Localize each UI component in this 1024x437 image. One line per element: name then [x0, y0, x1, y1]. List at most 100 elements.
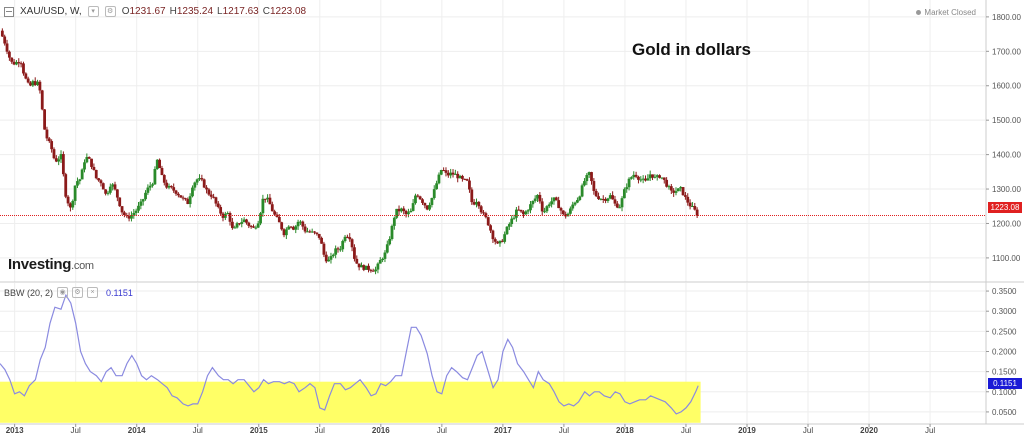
candle-body [514, 209, 518, 218]
candle-body [458, 175, 462, 179]
candle-body [36, 81, 39, 85]
candle-body [191, 187, 194, 197]
candle-body [533, 198, 537, 201]
candle-body [388, 239, 392, 245]
candle-body [444, 170, 448, 173]
candle-body [146, 187, 150, 193]
candle-body [594, 190, 598, 197]
candle-body [676, 188, 680, 192]
candle-body [277, 217, 281, 223]
candle-body [64, 174, 68, 197]
candle-body [214, 197, 218, 204]
bbw-tick-label: 0.1500 [992, 368, 1017, 377]
candle-body [205, 187, 208, 190]
candle-body [134, 210, 138, 213]
candle-body [507, 224, 511, 227]
candle-body [576, 200, 579, 203]
collapse-icon[interactable] [4, 6, 14, 17]
candle-body [174, 190, 178, 194]
candle-body [500, 240, 504, 242]
candle-body [470, 189, 474, 203]
candle-body [261, 198, 265, 214]
candle-body [130, 215, 133, 219]
candle-body [491, 230, 495, 240]
bbw-tick-label: 0.2000 [992, 347, 1017, 356]
indicator-label[interactable]: BBW (20, 2) [4, 287, 54, 298]
candle-body [176, 193, 180, 196]
candle-body [550, 201, 554, 205]
candle-body [193, 182, 197, 188]
candle-body [519, 209, 523, 212]
candle-body [184, 198, 187, 200]
candle-body [155, 159, 159, 170]
candle-body [7, 51, 11, 58]
candle-body [280, 222, 284, 230]
candle-body [47, 138, 51, 142]
ohlc-value: 1217.63 [222, 6, 259, 17]
candle-body [583, 181, 586, 186]
candle-body [691, 206, 694, 208]
bbw-highlight-band [0, 381, 701, 423]
candle-body [118, 197, 122, 207]
bbw-tick-label: 0.2500 [992, 327, 1017, 336]
candle-body [552, 197, 556, 202]
candle-body [336, 248, 340, 250]
candle-body [665, 179, 669, 187]
price-axis: 1800.00 1700.00 1600.00 1500.00 1400.00 1300.… [986, 13, 1021, 263]
candle-body [679, 187, 683, 189]
candle-body [94, 169, 98, 179]
candle-body [266, 197, 269, 200]
chart-axes [0, 0, 1024, 425]
candle-body [144, 192, 147, 200]
candle-body [230, 221, 234, 228]
eye-icon[interactable]: ◉ [57, 287, 69, 298]
candle-body [618, 207, 622, 209]
candle-body [207, 189, 211, 195]
chevron-down-icon[interactable]: ▾ [87, 6, 99, 17]
candle-body [601, 198, 605, 200]
price-tick-label: 1700.00 [992, 47, 1021, 56]
candle-body [348, 237, 352, 240]
candle-body [97, 178, 100, 181]
candle-body [573, 202, 577, 205]
candle-body [247, 222, 251, 226]
candle-body [301, 221, 305, 227]
price-pane-grid [0, 0, 985, 282]
candle-body [111, 184, 115, 187]
time-tick-label: Jul [681, 426, 691, 435]
ohlc-key: C [262, 6, 270, 17]
price-tick-label: 1200.00 [992, 219, 1021, 228]
bbw-series-line [0, 293, 699, 415]
candle-body [139, 201, 143, 206]
candle-body [299, 221, 302, 223]
close-icon[interactable]: × [87, 287, 99, 298]
bbw-tick-label: 0.0500 [992, 408, 1017, 417]
candle-body [228, 213, 232, 222]
candle-body [465, 179, 469, 181]
candle-body [273, 211, 277, 215]
candle-body [522, 211, 525, 215]
candle-body [651, 174, 654, 178]
price-tick-label: 1500.00 [992, 116, 1021, 125]
settings-icon[interactable]: ⚙ [104, 6, 116, 17]
candle-body [132, 212, 136, 216]
candle-body [571, 204, 575, 209]
candle-body [557, 200, 561, 209]
time-tick-label: 2016 [372, 426, 390, 435]
candle-body [526, 210, 530, 212]
candle-body [536, 194, 539, 199]
candle-body [498, 240, 502, 244]
candle-body [240, 222, 244, 224]
candle-body [547, 204, 551, 207]
candle-body [599, 198, 603, 200]
price-tick-label: 1100.00 [992, 254, 1021, 263]
bbw-tick-label: 0.3000 [992, 307, 1017, 316]
candle-body [223, 214, 227, 218]
candle-body [108, 186, 112, 193]
symbol-label[interactable]: XAU/USD, W, [20, 6, 82, 17]
settings-icon[interactable]: ⚙ [72, 287, 84, 298]
candle-body [503, 234, 507, 242]
candle-body [451, 172, 455, 175]
candle-body [432, 189, 436, 198]
